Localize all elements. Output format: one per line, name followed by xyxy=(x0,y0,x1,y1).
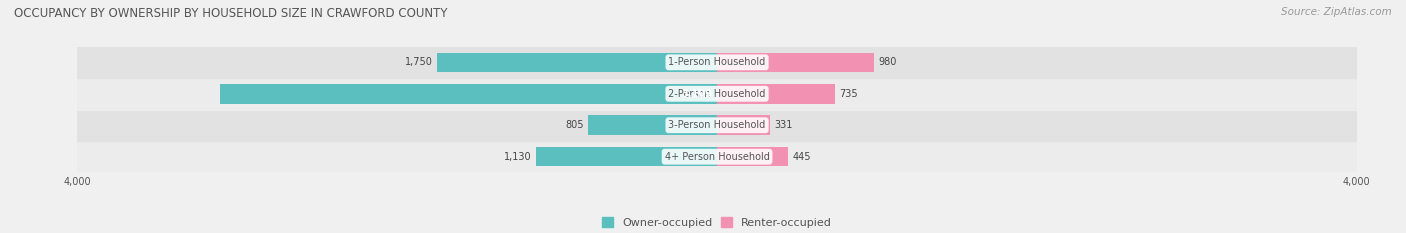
Legend: Owner-occupied, Renter-occupied: Owner-occupied, Renter-occupied xyxy=(598,213,837,232)
Text: 1-Person Household: 1-Person Household xyxy=(668,57,766,67)
Text: 2-Person Household: 2-Person Household xyxy=(668,89,766,99)
Bar xyxy=(437,53,717,72)
Text: 331: 331 xyxy=(775,120,793,130)
Text: Source: ZipAtlas.com: Source: ZipAtlas.com xyxy=(1281,7,1392,17)
Text: 805: 805 xyxy=(565,120,583,130)
Bar xyxy=(77,78,1357,110)
Bar xyxy=(717,84,835,103)
Bar xyxy=(717,147,789,166)
Bar xyxy=(717,116,770,135)
Bar xyxy=(77,47,1357,78)
Text: 1,130: 1,130 xyxy=(503,152,531,162)
Text: 4+ Person Household: 4+ Person Household xyxy=(665,152,769,162)
Bar xyxy=(536,147,717,166)
Bar xyxy=(77,110,1357,141)
Text: 445: 445 xyxy=(793,152,811,162)
Text: 3,109: 3,109 xyxy=(682,89,713,99)
Text: 735: 735 xyxy=(839,89,858,99)
Text: 1,750: 1,750 xyxy=(405,57,433,67)
Text: 3-Person Household: 3-Person Household xyxy=(668,120,766,130)
Bar xyxy=(77,141,1357,172)
Bar xyxy=(588,116,717,135)
Bar xyxy=(717,53,873,72)
Text: 980: 980 xyxy=(879,57,897,67)
Text: OCCUPANCY BY OWNERSHIP BY HOUSEHOLD SIZE IN CRAWFORD COUNTY: OCCUPANCY BY OWNERSHIP BY HOUSEHOLD SIZE… xyxy=(14,7,447,20)
Bar xyxy=(219,84,717,103)
